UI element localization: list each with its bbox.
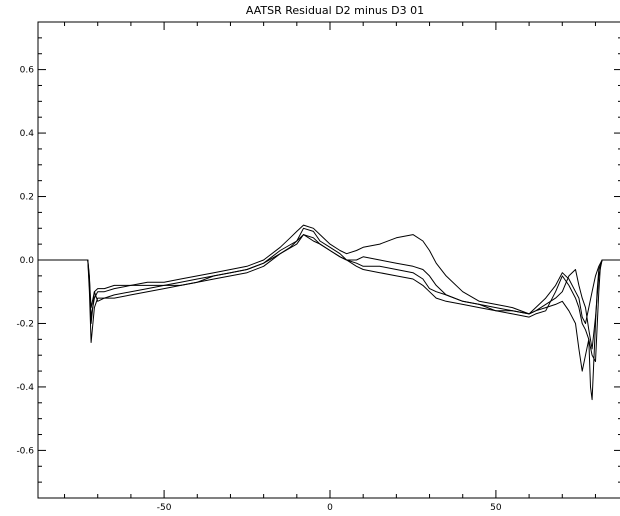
x-tick-label: -50 [157,503,172,513]
chart-title: AATSR Residual D2 minus D3 01 [246,4,424,17]
series-line-2 [38,227,620,362]
y-tick-label: -0.4 [16,383,34,393]
series-line-4 [38,234,620,324]
plot-frame [37,21,620,499]
y-tick-label: -0.6 [16,446,34,456]
series-line-1 [38,234,620,401]
axis-ticks [38,22,620,498]
y-tick-label: 0.6 [20,66,35,76]
series-line-3 [38,224,620,350]
x-tick-label: 50 [490,503,502,513]
y-tick-label: 0.4 [20,129,35,139]
x-axis-tick-labels: -50 0 50 [157,503,502,513]
x-tick-label: 0 [327,503,333,513]
y-axis-tick-labels: -0.6 -0.4 -0.2 0.0 0.2 0.4 0.6 [16,66,34,457]
y-tick-label: 0.2 [20,193,34,203]
y-tick-label: -0.2 [16,319,34,329]
series-lines [38,224,620,401]
y-tick-label: 0.0 [20,256,35,266]
